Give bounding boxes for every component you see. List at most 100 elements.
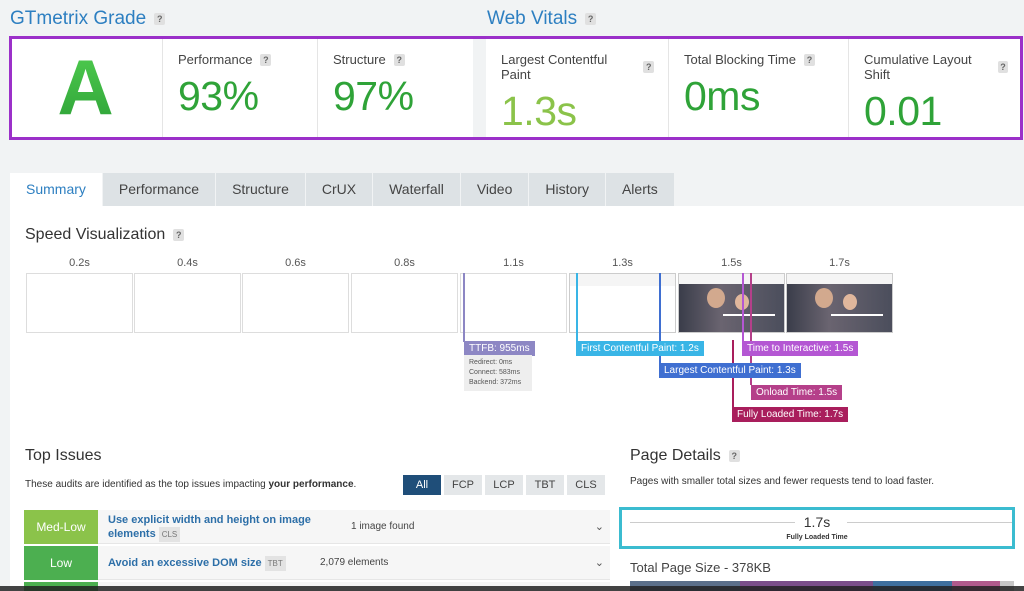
performance-label: Performance?	[178, 52, 303, 67]
ttfb-connect: Connect: 583ms	[469, 369, 520, 376]
filter-fcp[interactable]: FCP	[444, 475, 482, 495]
chevron-down-icon[interactable]: ⌄	[594, 557, 604, 569]
report-tabs: Summary Performance Structure CrUX Water…	[10, 173, 675, 206]
lcp-value: 1.3s	[501, 88, 577, 134]
fcp-marker: First Contentful Paint: 1.2s	[576, 341, 704, 356]
structure-label: Structure?	[333, 52, 459, 67]
time-label: 1.5s	[721, 257, 742, 269]
help-icon[interactable]: ?	[728, 450, 740, 462]
help-icon[interactable]: ?	[997, 61, 1008, 73]
gtmetrix-grade-title-text: GTmetrix Grade	[10, 8, 147, 29]
filmstrip-screenshot[interactable]	[786, 273, 893, 333]
time-label: 0.8s	[394, 257, 415, 269]
issue-title[interactable]: Avoid an excessive DOM size TBT	[108, 556, 286, 571]
help-icon[interactable]: ?	[804, 53, 815, 66]
tab-summary[interactable]: Summary	[10, 173, 102, 206]
severity-badge: Low	[24, 546, 98, 580]
filmstrip-frame[interactable]	[460, 273, 567, 333]
speed-visualization-title: Speed Visualization?	[25, 226, 185, 244]
time-label: 0.2s	[69, 257, 90, 269]
time-label: 0.6s	[285, 257, 306, 269]
ttfb-details: Redirect: 0ms Connect: 583ms Backend: 37…	[464, 355, 532, 391]
tab-video[interactable]: Video	[460, 173, 529, 206]
web-vitals-title-text: Web Vitals	[487, 8, 578, 29]
time-label: 1.1s	[503, 257, 524, 269]
web-vitals-panel: Largest Contentful Paint? 1.3s Total Blo…	[486, 37, 1022, 137]
top-issues-description: These audits are identified as the top i…	[25, 479, 357, 490]
issue-title[interactable]: Use explicit width and height on image e…	[108, 514, 311, 542]
grade-letter-cell: A	[9, 37, 163, 137]
tab-structure[interactable]: Structure	[216, 173, 305, 206]
window-bottom-edge	[0, 586, 1024, 591]
severity-badge: Med-Low	[24, 510, 98, 544]
cls-value: 0.01	[864, 88, 942, 134]
filmstrip-screenshot[interactable]	[678, 273, 785, 333]
ttfb-marker: TTFB: 955ms	[464, 341, 535, 356]
tbt-label: Total Blocking Time?	[684, 52, 834, 67]
time-label: 1.7s	[829, 257, 850, 269]
issue-row[interactable]: Low Avoid an excessive DOM size TBT 2,079…	[24, 546, 610, 580]
filter-tbt[interactable]: TBT	[526, 475, 564, 495]
chevron-down-icon[interactable]: ⌄	[594, 521, 604, 533]
tab-crux[interactable]: CrUX	[305, 173, 373, 206]
onload-line	[750, 273, 752, 385]
help-icon[interactable]: ?	[393, 53, 405, 66]
top-issues-title: Top Issues	[25, 447, 102, 464]
tti-marker: Time to Interactive: 1.5s	[742, 341, 859, 356]
filmstrip-frame[interactable]	[569, 273, 676, 333]
ttfb-redirect: Redirect: 0ms	[469, 359, 513, 366]
total-page-size: Total Page Size - 378KB	[630, 560, 771, 575]
issue-value: 1 image found	[351, 521, 415, 532]
fully-loaded-time-label: Fully Loaded Time	[786, 534, 848, 541]
fully-loaded-marker: Fully Loaded Time: 1.7s	[732, 407, 849, 422]
filter-all[interactable]: All	[403, 475, 441, 495]
cls-label: Cumulative Layout Shift?	[864, 52, 1008, 82]
tbt-value: 0ms	[684, 73, 760, 119]
tab-history[interactable]: History	[529, 173, 605, 206]
cls-cell: Cumulative Layout Shift? 0.01	[849, 37, 1022, 137]
lcp-marker: Largest Contentful Paint: 1.3s	[659, 363, 801, 378]
performance-cell: Performance? 93%	[163, 37, 318, 137]
issue-filters: All FCP LCP TBT CLS	[403, 475, 608, 495]
filmstrip-frame[interactable]	[134, 273, 241, 333]
filmstrip-frame[interactable]	[26, 273, 133, 333]
filmstrip-frame[interactable]	[242, 273, 349, 333]
grade-letter: A	[57, 43, 114, 131]
time-label: 0.4s	[177, 257, 198, 269]
issue-row[interactable]: Med-Low Use explicit width and height on…	[24, 510, 610, 544]
structure-cell: Structure? 97%	[318, 37, 473, 137]
filmstrip-frame[interactable]	[351, 273, 458, 333]
help-icon[interactable]: ?	[260, 53, 272, 66]
page-details-description: Pages with smaller total sizes and fewer…	[630, 476, 935, 487]
grade-panel: A Performance? 93% Structure? 97%	[9, 37, 473, 137]
issue-tag: TBT	[264, 556, 286, 571]
help-icon[interactable]: ?	[173, 229, 185, 241]
fcp-line	[576, 273, 578, 343]
filter-lcp[interactable]: LCP	[485, 475, 523, 495]
tbt-cell: Total Blocking Time? 0ms	[669, 37, 849, 137]
ttfb-backend: Backend: 372ms	[469, 379, 522, 386]
tab-waterfall[interactable]: Waterfall	[373, 173, 460, 206]
lcp-line	[659, 273, 661, 365]
help-icon[interactable]: ?	[643, 61, 654, 73]
performance-value: 93%	[178, 73, 259, 119]
lcp-label: Largest Contentful Paint?	[501, 52, 654, 82]
tab-performance[interactable]: Performance	[102, 173, 216, 206]
help-icon[interactable]: ?	[585, 13, 597, 25]
fully-loaded-time-value: 1.7s	[803, 514, 831, 530]
gtmetrix-grade-title: GTmetrix Grade ?	[10, 8, 166, 30]
lcp-cell: Largest Contentful Paint? 1.3s	[486, 37, 669, 137]
tti-line	[742, 273, 744, 347]
help-icon[interactable]: ?	[154, 13, 166, 25]
issue-tag: CLS	[158, 527, 181, 542]
timeline-line	[630, 522, 795, 523]
ttfb-line	[463, 273, 465, 342]
web-vitals-title: Web Vitals ?	[487, 8, 597, 30]
page-details-title: Page Details?	[630, 447, 740, 465]
filter-cls[interactable]: CLS	[567, 475, 605, 495]
timeline-line	[847, 522, 1012, 523]
structure-value: 97%	[333, 73, 414, 119]
time-label: 1.3s	[612, 257, 633, 269]
tab-alerts[interactable]: Alerts	[605, 173, 674, 206]
issue-value: 2,079 elements	[320, 557, 389, 568]
